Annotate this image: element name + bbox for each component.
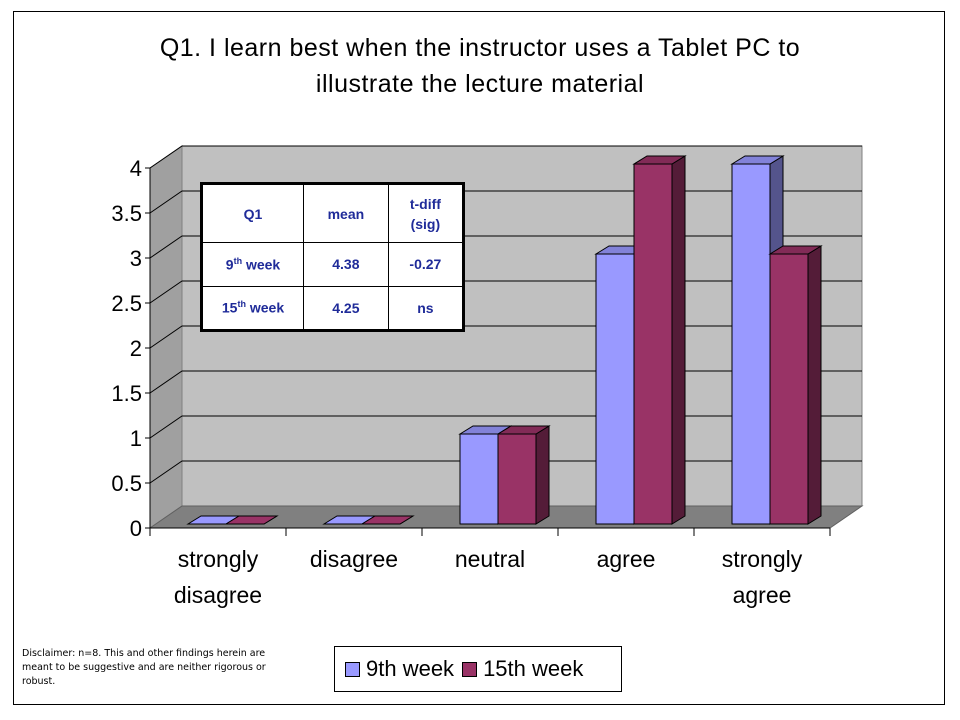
y-tick-label: 3.5: [111, 201, 142, 226]
x-tick-label: agree: [733, 582, 792, 608]
bar-side: [671, 155, 686, 525]
stats-header-q1: Q1: [202, 184, 304, 243]
legend-item-9th-week: 9th week: [345, 656, 454, 682]
x-tick-label: disagree: [310, 546, 398, 572]
bar-front: [731, 163, 771, 525]
bar-front: [595, 253, 635, 525]
stats-row-9th-num: 9: [225, 256, 234, 273]
bar-top: [224, 515, 279, 525]
bar-side: [535, 425, 550, 525]
legend-swatch-15th-week: [462, 661, 478, 677]
stats-row-15th-tdiff: ns: [387, 285, 464, 330]
stats-row-15th-word: week: [245, 300, 285, 317]
x-tick-label: strongly: [178, 546, 259, 572]
y-tick-label: 2.5: [111, 291, 142, 316]
bar-top: [360, 515, 415, 525]
stats-row-15th-mean: 4.25: [303, 285, 389, 330]
legend-label-15th-week: 15th week: [483, 656, 584, 681]
chart-title-line-1: Q1. I learn best when the instructor use…: [159, 34, 801, 62]
y-tick-label: 3: [130, 246, 142, 271]
bar-15th-week-3: [632, 155, 687, 525]
stats-row-9th-label: 9th week: [202, 242, 304, 287]
chart-title-line-2: illustrate the lecture material: [315, 70, 645, 98]
chart-title: Q1. I learn best when the instructor use…: [0, 30, 960, 102]
bar-front: [769, 253, 809, 525]
bar-15th-week-4: [768, 245, 823, 525]
legend-label-9th-week: 9th week: [366, 656, 455, 681]
bar-15th-week-1: [360, 515, 415, 525]
legend-swatch-9th-week: [345, 661, 360, 677]
stats-header-tdiff-line2: (sig): [410, 215, 441, 232]
stats-header-tdiff: t-diff (sig): [387, 184, 464, 243]
x-tick-label: disagree: [174, 582, 262, 608]
bar-15th-week-2: [496, 425, 551, 525]
disclaimer-text: Disclaimer: n=8. This and other findings…: [22, 648, 266, 687]
legend: 9th week 15th week: [334, 646, 622, 692]
bar-side: [807, 245, 822, 525]
stats-row-9th-sup: th: [233, 255, 243, 266]
x-tick-label: strongly: [722, 546, 803, 572]
x-tick-label: agree: [597, 546, 656, 572]
y-tick-label: 0: [130, 516, 142, 541]
stats-row-9th-mean: 4.38: [303, 242, 389, 287]
y-tick-label: 2: [130, 336, 142, 361]
stats-row-15th-sup: th: [237, 299, 246, 310]
stats-header-mean: mean: [303, 184, 389, 243]
y-tick-label: 1: [130, 426, 142, 451]
gridline: [149, 145, 862, 169]
stats-row-9th-tdiff: -0.27: [387, 242, 464, 287]
stats-row-9th-word: week: [242, 256, 281, 273]
bar-front: [459, 433, 499, 525]
bar-front: [633, 163, 673, 525]
y-tick-label: 1.5: [111, 381, 142, 406]
legend-item-15th-week: 15th week: [462, 656, 583, 682]
x-tick-label: neutral: [455, 546, 525, 572]
y-tick-label: 4: [130, 156, 142, 181]
y-tick-label: 0.5: [111, 471, 142, 496]
stats-row-15th-label: 15th week: [202, 285, 304, 330]
bar-15th-week-0: [224, 515, 279, 525]
stats-row-15th-num: 15: [221, 300, 238, 317]
bar-front: [497, 433, 537, 525]
stats-header-tdiff-line1: t-diff: [409, 195, 441, 212]
stats-table: Q1 mean t-diff (sig) 9th week 4.38 -0.27…: [200, 182, 465, 332]
